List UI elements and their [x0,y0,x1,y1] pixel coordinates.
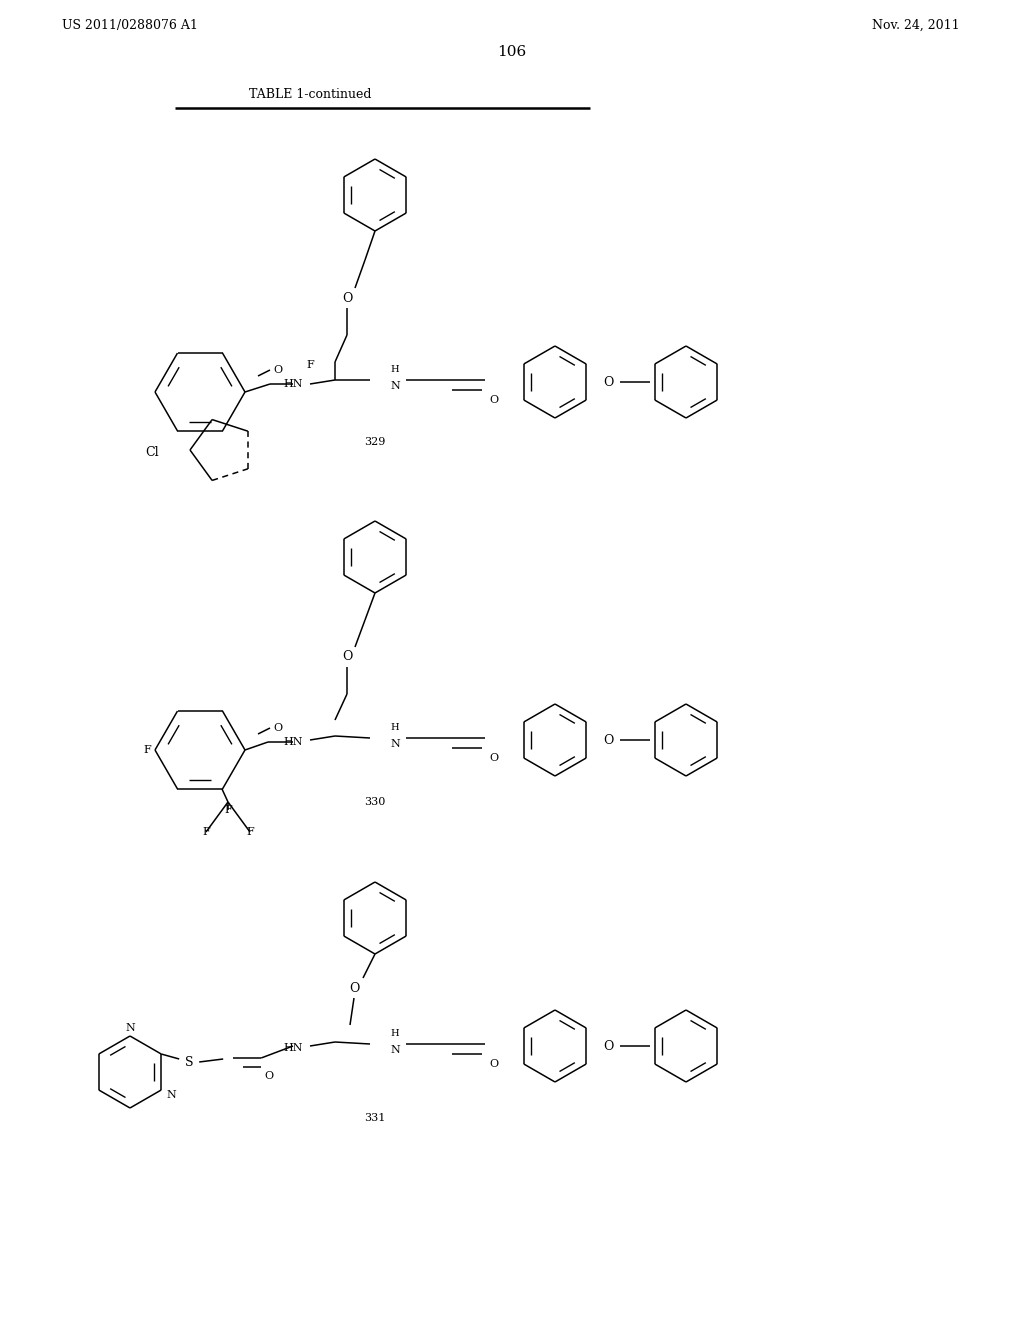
Text: F: F [143,744,151,755]
Text: H: H [391,366,399,375]
Text: O: O [349,982,359,994]
Text: N: N [390,381,400,391]
Text: O: O [273,723,283,733]
Text: O: O [264,1071,273,1081]
Text: N: N [390,1045,400,1055]
Text: 330: 330 [365,797,386,807]
Text: 329: 329 [365,437,386,447]
Text: F: F [306,360,314,370]
Text: O: O [603,375,613,388]
Text: US 2011/0288076 A1: US 2011/0288076 A1 [62,18,198,32]
Text: O: O [603,734,613,747]
Text: O: O [603,1040,613,1052]
Text: O: O [342,651,352,664]
Text: O: O [489,1059,499,1069]
Text: HN: HN [284,1043,303,1053]
Text: S: S [185,1056,194,1068]
Text: HN: HN [284,737,303,747]
Text: O: O [342,292,352,305]
Text: H: H [391,723,399,733]
Text: N: N [166,1090,176,1100]
Text: N: N [390,739,400,748]
Text: N: N [125,1023,135,1034]
Text: Nov. 24, 2011: Nov. 24, 2011 [872,18,961,32]
Text: HN: HN [284,379,303,389]
Text: Cl: Cl [145,446,159,458]
Text: F: F [202,828,210,837]
Text: O: O [489,752,499,763]
Text: O: O [489,395,499,405]
Text: TABLE 1-continued: TABLE 1-continued [249,88,372,102]
Text: 331: 331 [365,1113,386,1123]
Text: F: F [246,828,254,837]
Text: 106: 106 [498,45,526,59]
Text: H: H [391,1030,399,1039]
Text: F: F [224,805,231,814]
Text: O: O [273,366,283,375]
